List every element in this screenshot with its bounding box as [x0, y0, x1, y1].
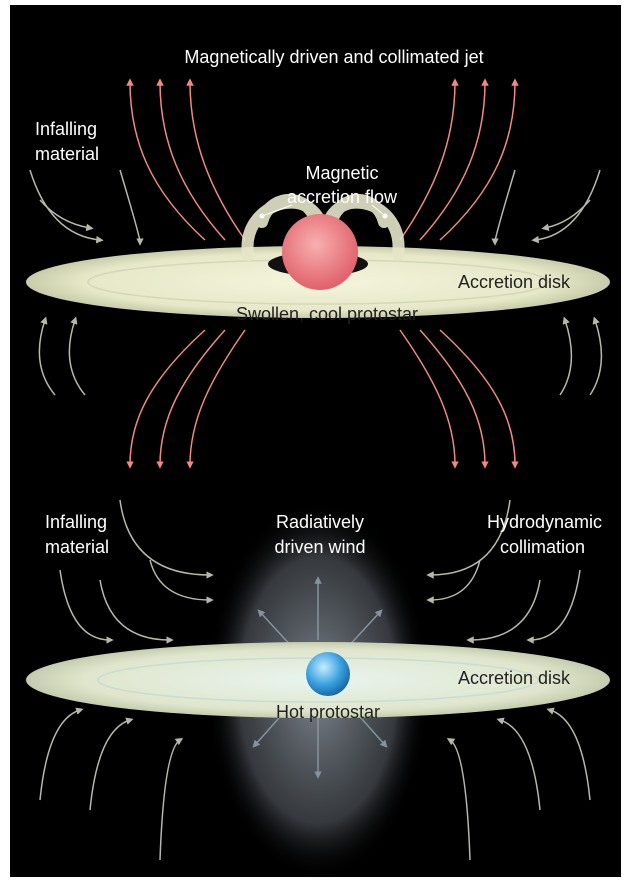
arrow [559, 316, 573, 396]
arrow [491, 169, 516, 246]
label: Radiatively [276, 512, 364, 532]
pointer-line [371, 204, 386, 217]
arrow [119, 499, 214, 579]
label: Hot protostar [276, 702, 380, 722]
arrow [186, 329, 246, 469]
label: Hydrodynamic [487, 512, 602, 532]
arrow [29, 169, 104, 244]
arrow [39, 707, 84, 801]
arrow [59, 569, 114, 644]
label: Accretion disk [458, 272, 571, 292]
label: Infalling [35, 119, 97, 139]
arrow [126, 78, 206, 241]
arrow [426, 559, 481, 604]
label: Magnetic [305, 163, 378, 183]
label: Swollen, cool protostar [236, 304, 418, 324]
label: Infalling [45, 512, 107, 532]
label: Accretion disk [458, 668, 571, 688]
arrow [159, 738, 184, 861]
arrow [156, 78, 226, 241]
arrow [149, 559, 214, 604]
arrow [426, 499, 511, 579]
arrow [119, 169, 144, 246]
arrow [419, 329, 489, 469]
label: driven wind [274, 537, 365, 557]
arrows [29, 78, 603, 861]
arrow [38, 316, 56, 396]
arrow [68, 316, 86, 396]
arrow [526, 569, 581, 644]
arrow [126, 329, 206, 469]
arrow [589, 316, 603, 396]
arrow [496, 717, 541, 811]
arrow [546, 707, 591, 801]
arrow [419, 78, 489, 241]
hot-protostar [306, 652, 350, 696]
label: accretion flow [287, 187, 398, 207]
arrow [439, 78, 519, 241]
label: collimation [500, 537, 585, 557]
arrow [446, 738, 471, 861]
arrow [89, 717, 134, 811]
arrow [531, 169, 601, 244]
accretion-flow [241, 193, 405, 261]
arrow [39, 199, 94, 232]
arrow [466, 579, 541, 644]
arrow [399, 329, 459, 469]
arrow [99, 579, 174, 644]
arrow [541, 199, 591, 231]
label: material [35, 144, 99, 164]
pointer-line [261, 204, 293, 217]
cool-protostar [282, 214, 358, 290]
arrow [186, 78, 246, 241]
arrow [156, 329, 226, 469]
title: Magnetically driven and collimated jet [184, 47, 483, 67]
label: material [45, 537, 109, 557]
arrow [439, 329, 519, 469]
arrow [399, 78, 459, 241]
